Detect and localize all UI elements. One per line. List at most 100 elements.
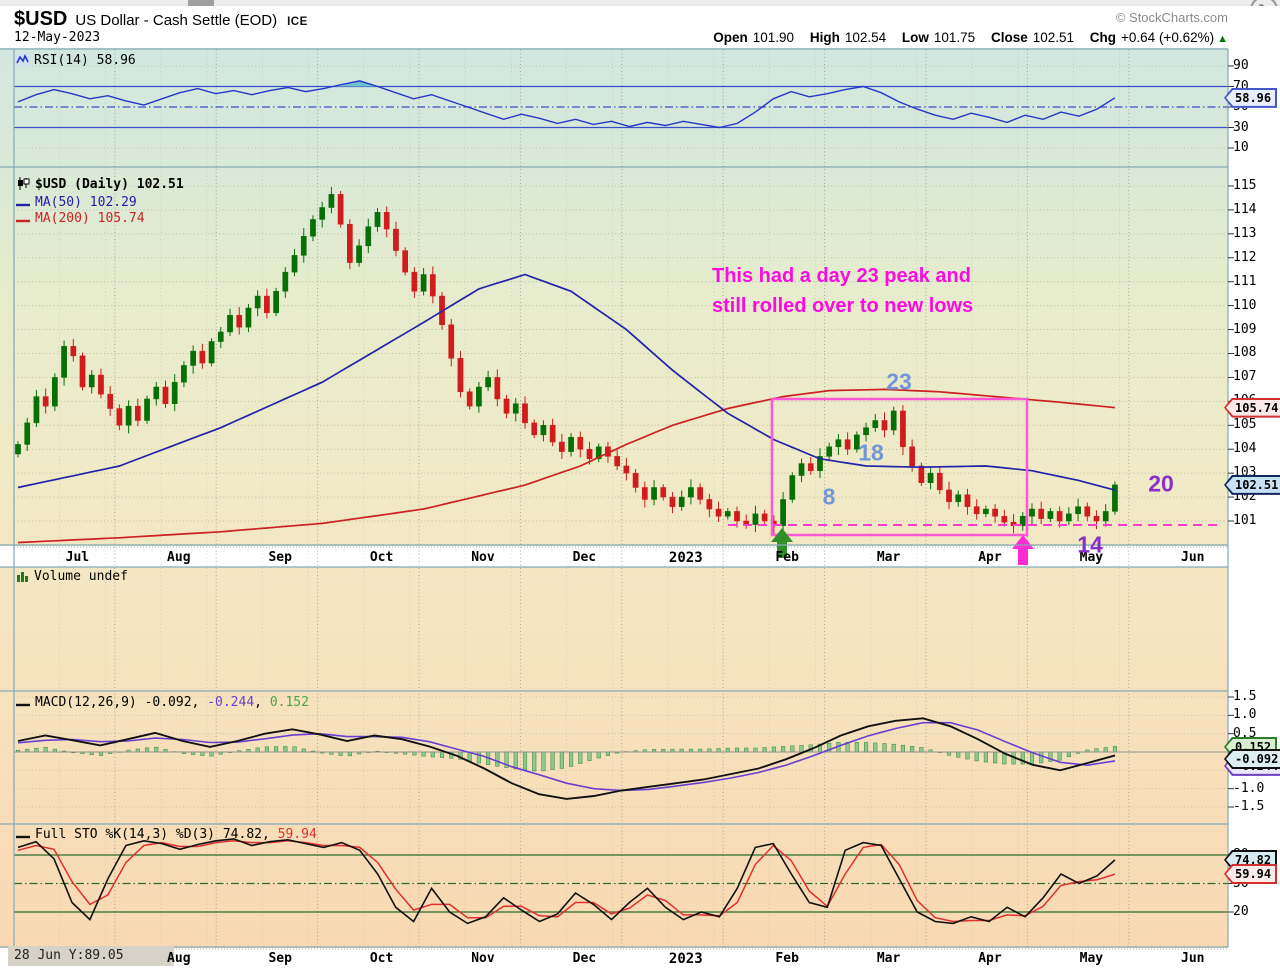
- month-label: Jun: [1181, 951, 1205, 966]
- axis-tick-label: -1.5: [1233, 799, 1265, 814]
- chart-header: $USD US Dollar - Cash Settle (EOD) ICE © S…: [0, 6, 1280, 48]
- axis-value-tag-text: -0.092: [1226, 750, 1280, 767]
- month-label: Aug: [167, 951, 191, 966]
- annotation-note-line1: This had a day 23 peak and: [712, 265, 971, 287]
- price-legend-title: $USD (Daily) 102.51: [16, 177, 184, 194]
- axis-tick-label: 30: [1233, 119, 1249, 135]
- axis-tick-label: 108: [1233, 345, 1257, 361]
- ma200-legend-text: MA(200) 105.74: [35, 211, 145, 226]
- annotation-note-line2: still rolled over to new lows: [712, 295, 974, 317]
- scroll-thumb[interactable]: [188, 0, 214, 6]
- axis-tick-label: -1.0: [1233, 780, 1265, 796]
- sto-legend-label: Full STO %K(14,3) %D(3): [35, 827, 216, 842]
- axis-value-tag-text: 105.74: [1226, 399, 1280, 416]
- candlestick-icon: [16, 177, 30, 194]
- low-value: 101.75: [933, 30, 976, 45]
- macd-value-hist: 0.152: [269, 695, 309, 710]
- symbol-name: US Dollar - Cash Settle (EOD): [75, 12, 278, 29]
- macd-value-line: -0.092: [144, 695, 192, 710]
- close-value: 102.51: [1032, 30, 1075, 45]
- axis-tick-label: 20: [1233, 904, 1249, 919]
- month-label: Sep: [268, 550, 292, 565]
- axis-tick-label: 113: [1233, 225, 1257, 241]
- rsi-legend-text: RSI(14) 58.96: [34, 53, 136, 68]
- annotation-note: This had a day 23 peak and still rolled …: [712, 261, 973, 321]
- ma50-line-icon: [16, 197, 30, 212]
- month-label: Feb: [775, 951, 799, 966]
- day-count-blue: 8: [822, 483, 836, 510]
- low-label: Low: [901, 30, 929, 45]
- sto-value-k: 74.82,: [222, 827, 270, 842]
- volume-bars-icon: [16, 570, 29, 586]
- day-count-purple: 14: [1077, 531, 1103, 558]
- bottom-axis-strip: [0, 948, 1228, 970]
- axis-tick-label: 112: [1233, 249, 1257, 265]
- chart-date: 12-May-2023: [14, 30, 101, 45]
- axis-value-tag-text: 74.82: [1226, 851, 1276, 868]
- day-count-purple: 20: [1148, 470, 1174, 497]
- price-legend-text: $USD (Daily) 102.51: [35, 177, 184, 192]
- axis-tick-label: 1.5: [1233, 688, 1257, 704]
- chg-label: Chg: [1089, 30, 1117, 45]
- ma200-legend: MA(200) 105.74: [16, 211, 145, 228]
- ma200-line-icon: [16, 213, 30, 228]
- ma50-legend-text: MA(50) 102.29: [35, 195, 137, 210]
- ma50-legend: MA(50) 102.29: [16, 195, 137, 212]
- exchange-label: ICE: [287, 16, 308, 28]
- axis-value-tag: 105.74: [1224, 397, 1280, 418]
- axis-value-tag: 59.94: [1224, 864, 1278, 885]
- sto-legend: Full STO %K(14,3) %D(3) 74.82, 59.94: [16, 827, 317, 844]
- day-count-blue: 23: [886, 368, 912, 395]
- month-label: Oct: [369, 550, 394, 565]
- copyright-label: © StockCharts.com: [1115, 10, 1228, 25]
- month-label: Feb: [775, 550, 799, 565]
- sto-value-d: 59.94: [277, 827, 317, 842]
- price-axis-strip: [0, 546, 1228, 567]
- axis-value-tag-text: 59.94: [1226, 866, 1276, 883]
- right-axis-margin: [1228, 48, 1280, 970]
- axis-tick-label: 10: [1233, 140, 1249, 155]
- axis-tick-label: 105: [1233, 417, 1257, 433]
- month-label: Jun: [1181, 550, 1205, 565]
- month-label: Aug: [167, 550, 191, 565]
- macd-value-signal: -0.244: [207, 695, 255, 710]
- macd-line-icon: [16, 697, 30, 712]
- axis-value-tag-text: 58.96: [1226, 89, 1276, 106]
- month-label: Nov: [471, 550, 495, 565]
- macd-legend-label: MACD(12,26,9): [35, 695, 137, 710]
- plot-background: [0, 48, 1228, 970]
- rsi-chart-icon: [16, 54, 29, 70]
- axis-tick-label: 109: [1233, 321, 1257, 337]
- rsi-legend: RSI(14) 58.96: [16, 53, 136, 70]
- month-label: Nov: [471, 951, 495, 966]
- sto-line-icon: [16, 829, 30, 844]
- month-label: May: [1079, 951, 1104, 966]
- title-row: $USD US Dollar - Cash Settle (EOD) ICE: [14, 8, 308, 31]
- axis-tick-label: 1.0: [1233, 707, 1257, 723]
- month-label: Mar: [876, 550, 901, 565]
- axis-tick-label: 107: [1233, 369, 1257, 385]
- chg-up-icon: ▲: [1217, 33, 1228, 45]
- volume-legend-text: Volume undef: [34, 569, 128, 584]
- month-label: Oct: [369, 951, 394, 966]
- axis-tick-label: 110: [1233, 297, 1257, 313]
- high-label: High: [809, 30, 840, 45]
- month-label: Apr: [978, 550, 1002, 565]
- close-label: Close: [990, 30, 1028, 45]
- month-label: Sep: [268, 951, 292, 966]
- day-count-blue: 18: [858, 439, 884, 466]
- month-label: 2023: [668, 550, 703, 566]
- range-readout-box: 28 Jun Y:89.05: [8, 946, 174, 966]
- month-label: Apr: [978, 951, 1002, 966]
- ohlc-summary: Open 101.90 High 102.54 Low 101.75 Close 102…: [713, 30, 1228, 45]
- month-label: Dec: [572, 951, 597, 966]
- volume-legend: Volume undef: [16, 569, 128, 586]
- axis-tick-label: 101: [1233, 513, 1257, 528]
- high-value: 102.54: [844, 30, 887, 45]
- axis-tick-label: 111: [1233, 273, 1257, 289]
- chg-value: +0.64 (+0.62%): [1121, 30, 1215, 45]
- symbol-label: $USD: [14, 8, 68, 30]
- axis-value-tag: 58.96: [1224, 87, 1278, 108]
